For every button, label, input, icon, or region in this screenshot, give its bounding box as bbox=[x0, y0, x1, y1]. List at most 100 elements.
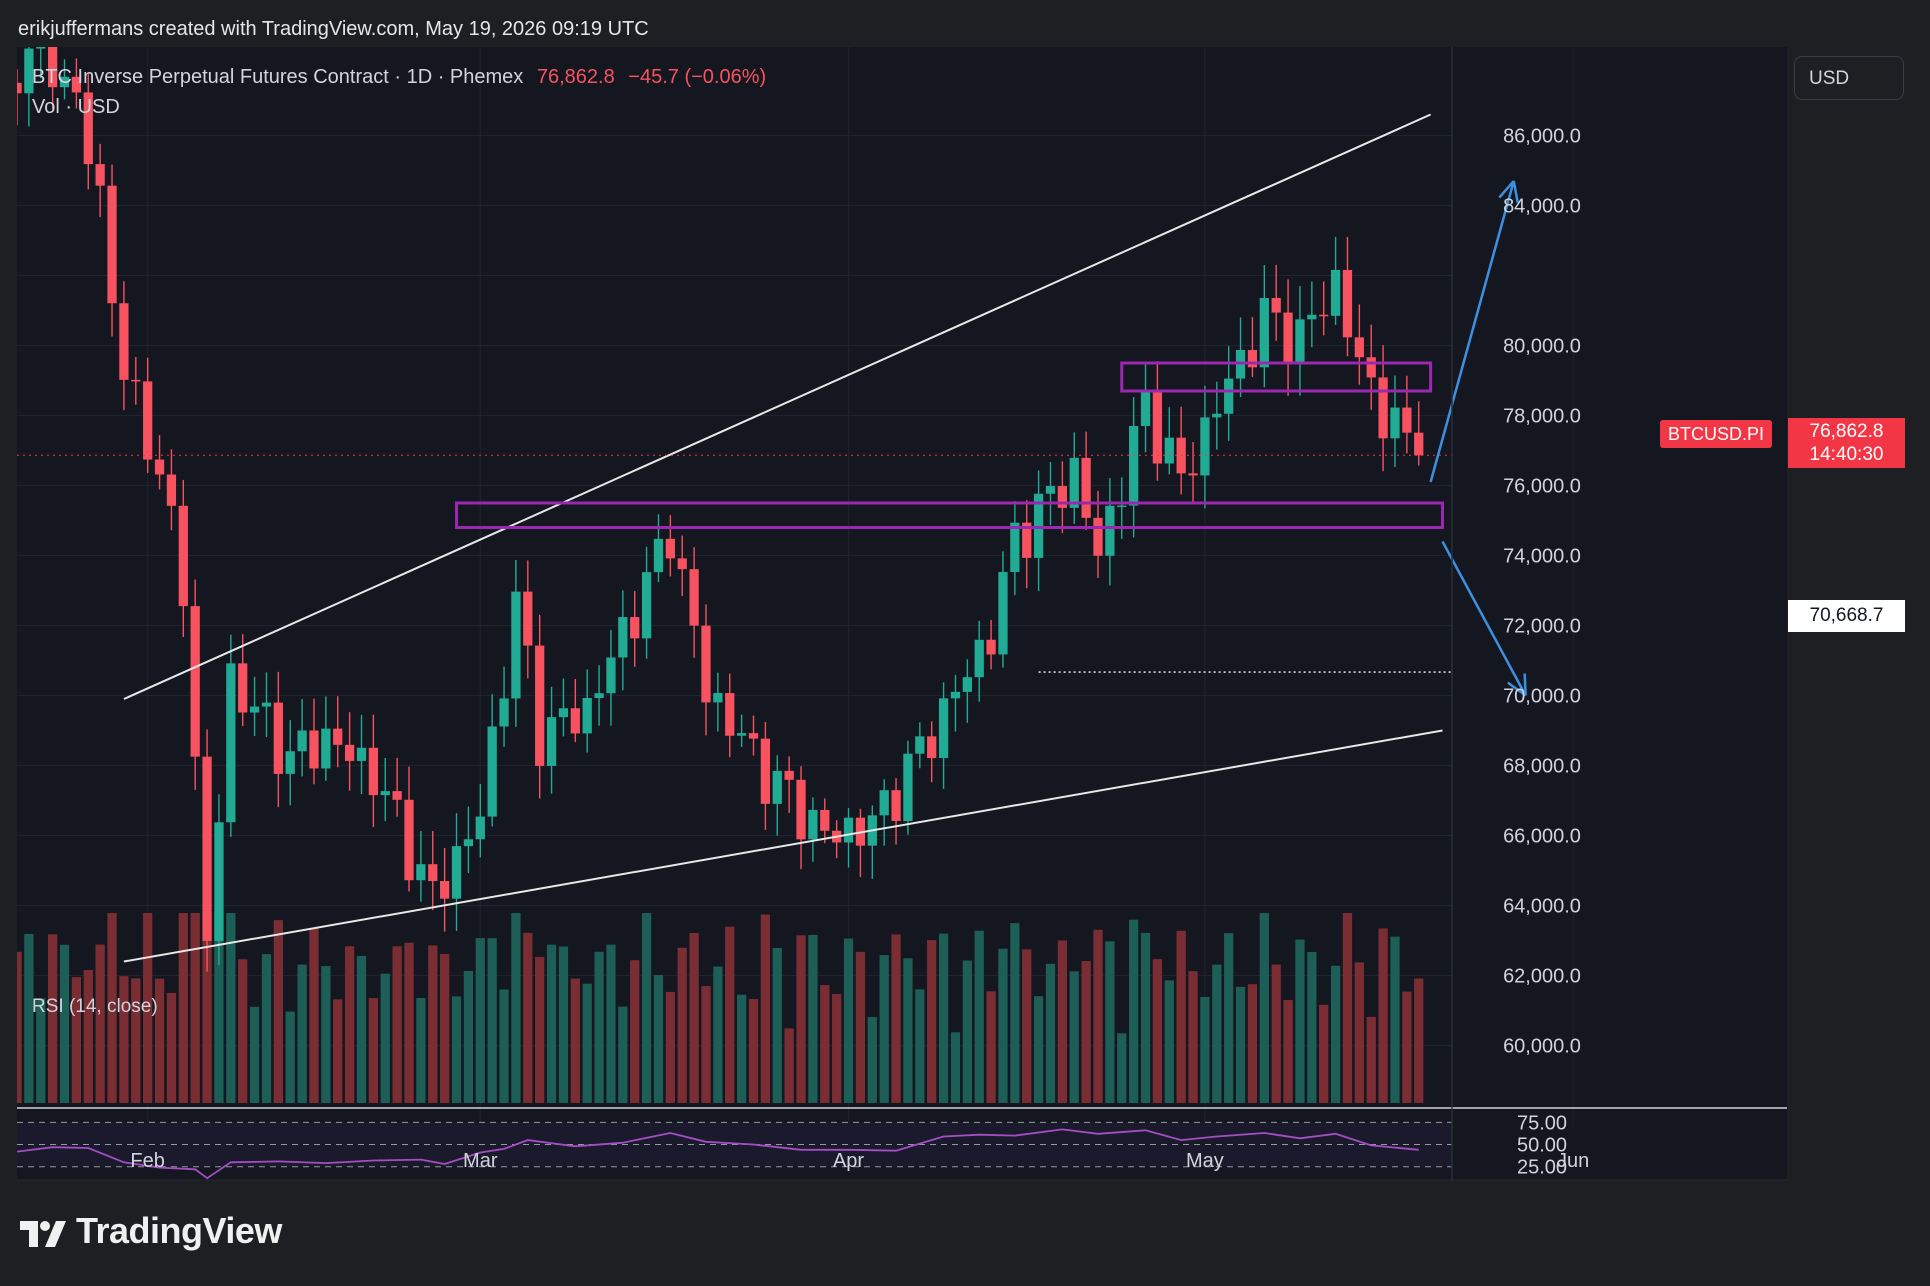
candle-body bbox=[1152, 391, 1163, 464]
volume-bar bbox=[1354, 962, 1364, 1103]
volume-bar bbox=[950, 1032, 961, 1103]
candle-body bbox=[736, 733, 747, 736]
volume-bar bbox=[760, 914, 771, 1103]
volume-bar bbox=[119, 976, 129, 1103]
candle-body bbox=[772, 770, 782, 804]
volume-bar bbox=[475, 938, 485, 1103]
volume-bar bbox=[214, 913, 224, 1103]
tradingview-logo[interactable]: TradingView bbox=[20, 1210, 282, 1252]
price-axis-label: 80,000.0 bbox=[1503, 336, 1581, 358]
price-axis-label: 78,000.0 bbox=[1503, 406, 1581, 428]
trend-line bbox=[123, 113, 1432, 700]
volume-bar bbox=[986, 991, 996, 1103]
candle-body bbox=[725, 693, 735, 736]
volume-bar bbox=[83, 969, 93, 1103]
volume-bar bbox=[1176, 930, 1186, 1103]
volume-bar bbox=[1259, 913, 1269, 1103]
volume-bar bbox=[784, 1028, 794, 1103]
currency-button[interactable]: USD bbox=[1794, 56, 1904, 100]
rsi-legend: RSI (14, close) bbox=[32, 996, 158, 1017]
time-axis-label: Apr bbox=[833, 1150, 864, 1172]
last-price-value: 76,862.8 bbox=[1809, 421, 1884, 442]
candle-body bbox=[1140, 391, 1151, 427]
candle-body bbox=[546, 717, 557, 766]
candle-body bbox=[1342, 269, 1353, 338]
candle-body bbox=[166, 474, 177, 506]
candle-body bbox=[416, 864, 426, 881]
candle-body bbox=[594, 693, 604, 699]
candle-body bbox=[238, 663, 248, 713]
volume-bar bbox=[273, 920, 283, 1103]
volume-bar bbox=[1188, 971, 1198, 1103]
volume-bar bbox=[297, 964, 307, 1103]
candle-body bbox=[582, 698, 592, 734]
volume-bar bbox=[630, 960, 640, 1103]
volume-bar bbox=[974, 930, 984, 1103]
candle-body bbox=[59, 76, 70, 88]
candle-body bbox=[1390, 407, 1400, 439]
price-axis-label: 60,000.0 bbox=[1503, 1036, 1581, 1058]
candle-body bbox=[24, 48, 34, 94]
volume-bar bbox=[107, 913, 117, 1103]
candle-body bbox=[368, 747, 379, 796]
volume-bar bbox=[1057, 940, 1068, 1103]
candle-body bbox=[333, 728, 343, 745]
candle-body bbox=[879, 790, 889, 816]
candle-body bbox=[843, 817, 854, 843]
volume-bar bbox=[1402, 991, 1412, 1103]
price-axis-label: 62,000.0 bbox=[1503, 966, 1581, 988]
volume-bar bbox=[1033, 996, 1044, 1103]
volume-bar bbox=[1390, 936, 1400, 1103]
volume-bar bbox=[927, 940, 937, 1103]
volume-bar bbox=[238, 959, 248, 1103]
volume-bar bbox=[1271, 964, 1281, 1103]
candle-body bbox=[17, 82, 22, 94]
support-resistance-box bbox=[1120, 361, 1433, 393]
candle-body bbox=[107, 185, 117, 304]
rsi-axis-label: 75.00 bbox=[1517, 1112, 1567, 1134]
volume-bar bbox=[725, 926, 735, 1103]
projection-arrow-head bbox=[1507, 681, 1527, 697]
candle-body bbox=[1093, 517, 1103, 556]
rsi-line bbox=[17, 1128, 1419, 1180]
candle-body bbox=[1057, 486, 1068, 508]
candle-body bbox=[1188, 473, 1198, 476]
candle-body bbox=[1259, 297, 1269, 368]
volume-bar bbox=[36, 998, 46, 1103]
candle-body bbox=[1271, 297, 1281, 313]
price-chart[interactable]: 60,000.0 62,000.0 64,000.0 66,000.0 68,000.0… bbox=[17, 47, 1787, 1181]
candle-body bbox=[1045, 486, 1056, 494]
volume-bar bbox=[962, 960, 972, 1103]
volume-bar bbox=[1140, 932, 1151, 1103]
candle-body bbox=[891, 790, 901, 821]
volume-bar bbox=[582, 983, 592, 1103]
time-axis-label: Feb bbox=[130, 1150, 164, 1172]
candle-body bbox=[701, 625, 711, 703]
horizontal-level-tag: 70,668.7 bbox=[1788, 600, 1905, 632]
volume-bar bbox=[1129, 919, 1139, 1103]
volume-bar bbox=[938, 933, 949, 1103]
projection-arrow bbox=[1441, 540, 1527, 697]
volume-bar bbox=[689, 932, 699, 1103]
candle-body bbox=[202, 756, 212, 941]
support-resistance-box bbox=[455, 501, 1445, 529]
candle-body bbox=[974, 639, 984, 678]
candle-body bbox=[618, 617, 628, 658]
candle-body bbox=[986, 639, 996, 655]
volume-bar bbox=[190, 913, 200, 1103]
candle-body bbox=[677, 558, 687, 570]
volume-bar bbox=[546, 944, 557, 1103]
price-axis-label: 72,000.0 bbox=[1503, 616, 1581, 638]
volume-bar bbox=[523, 932, 533, 1103]
candle-body bbox=[1010, 522, 1020, 572]
candle-body bbox=[1069, 457, 1079, 508]
candle-body bbox=[1081, 457, 1091, 518]
volume-bar bbox=[1283, 1000, 1293, 1103]
candle-body bbox=[511, 591, 521, 699]
candle-body bbox=[1129, 426, 1139, 506]
volume-bar bbox=[665, 991, 675, 1103]
volume-bar bbox=[1093, 929, 1103, 1103]
price-axis-label: 70,000.0 bbox=[1503, 686, 1581, 708]
candle-body bbox=[214, 822, 224, 941]
trend-line bbox=[123, 729, 1443, 963]
